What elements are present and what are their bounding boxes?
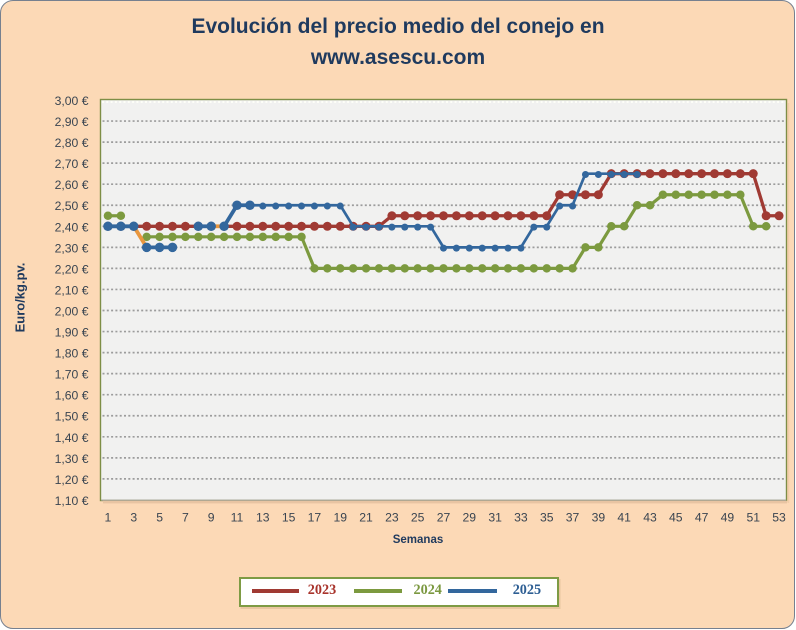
svg-text:17: 17 — [308, 510, 322, 524]
svg-text:21: 21 — [359, 510, 373, 524]
svg-text:1: 1 — [105, 510, 112, 524]
svg-text:1,80 €: 1,80 € — [55, 347, 89, 361]
svg-text:2,90 €: 2,90 € — [55, 115, 89, 129]
svg-text:2,20 €: 2,20 € — [55, 262, 89, 276]
svg-text:35: 35 — [540, 510, 554, 524]
svg-text:19: 19 — [333, 510, 347, 524]
svg-text:1,30 €: 1,30 € — [55, 452, 89, 466]
svg-text:2,60 €: 2,60 € — [55, 178, 89, 192]
svg-text:1,40 €: 1,40 € — [55, 431, 89, 445]
svg-text:3: 3 — [130, 510, 137, 524]
svg-text:53: 53 — [772, 510, 786, 524]
svg-text:5: 5 — [156, 510, 163, 524]
svg-text:13: 13 — [256, 510, 270, 524]
svg-text:31: 31 — [488, 510, 502, 524]
svg-text:47: 47 — [695, 510, 709, 524]
svg-text:39: 39 — [592, 510, 606, 524]
svg-text:1,50 €: 1,50 € — [55, 410, 89, 424]
svg-text:2,40 €: 2,40 € — [55, 220, 89, 234]
svg-text:1,10 €: 1,10 € — [55, 494, 89, 508]
svg-text:43: 43 — [643, 510, 657, 524]
svg-text:1,90 €: 1,90 € — [55, 326, 89, 340]
svg-text:15: 15 — [282, 510, 296, 524]
svg-text:51: 51 — [746, 510, 760, 524]
svg-text:7: 7 — [182, 510, 189, 524]
svg-text:2,70 €: 2,70 € — [55, 157, 89, 171]
svg-text:25: 25 — [411, 510, 425, 524]
svg-text:2,50 €: 2,50 € — [55, 199, 89, 213]
svg-text:37: 37 — [566, 510, 580, 524]
svg-text:33: 33 — [514, 510, 528, 524]
svg-text:2,10 €: 2,10 € — [55, 283, 89, 297]
svg-text:23: 23 — [385, 510, 399, 524]
svg-text:3,00 €: 3,00 € — [55, 94, 89, 108]
svg-text:49: 49 — [721, 510, 735, 524]
svg-text:11: 11 — [231, 510, 244, 524]
svg-text:2,80 €: 2,80 € — [55, 136, 89, 150]
svg-text:1,70 €: 1,70 € — [55, 368, 89, 382]
svg-text:2,30 €: 2,30 € — [55, 241, 89, 255]
svg-text:1,20 €: 1,20 € — [55, 473, 89, 487]
svg-text:9: 9 — [208, 510, 215, 524]
svg-text:45: 45 — [669, 510, 683, 524]
svg-text:29: 29 — [463, 510, 477, 524]
svg-text:27: 27 — [437, 510, 451, 524]
svg-text:2,00 €: 2,00 € — [55, 304, 89, 318]
svg-text:41: 41 — [617, 510, 631, 524]
svg-text:1,60 €: 1,60 € — [55, 389, 89, 403]
